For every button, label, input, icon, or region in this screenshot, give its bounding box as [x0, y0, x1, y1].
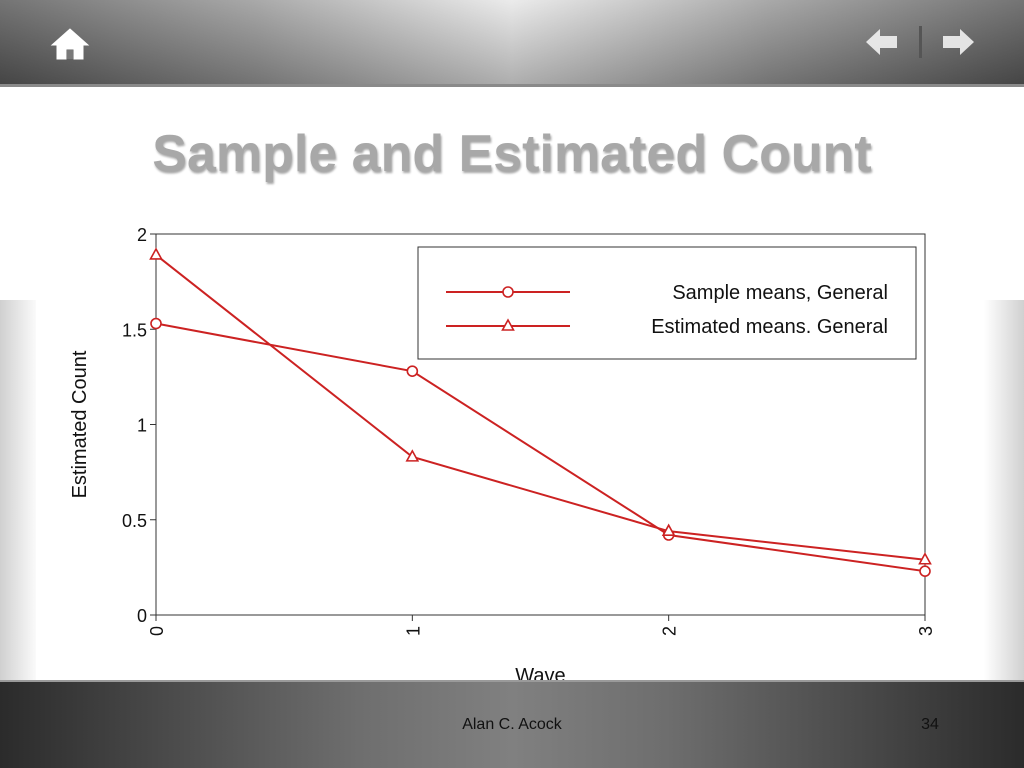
bottom-bar — [0, 680, 1024, 768]
legend-label: Estimated means. General — [651, 316, 888, 338]
legend-marker-circle — [502, 286, 514, 298]
nav-separator — [918, 26, 924, 58]
page-number: 34 — [921, 716, 939, 733]
right-shadow — [984, 300, 1024, 680]
top-bar — [0, 0, 1024, 84]
data-point-triangle — [661, 523, 676, 536]
data-point-circle — [919, 565, 931, 577]
top-bar-divider — [0, 84, 1024, 87]
data-point-triangle — [149, 247, 163, 260]
arrow-left-icon — [866, 29, 897, 55]
y-tick-label: 1.5 — [122, 320, 147, 340]
slide-title: Sample and Estimated Count — [152, 125, 872, 183]
x-tick-label: 3 — [916, 626, 936, 636]
y-tick-label: 0.5 — [122, 511, 147, 531]
footer-author: Alan C. Acock — [462, 716, 562, 733]
left-shadow — [0, 300, 40, 680]
data-point-circle — [150, 317, 162, 330]
home-button[interactable] — [50, 26, 90, 62]
series-line-1 — [155, 322, 926, 573]
x-tick-label: 0 — [147, 626, 167, 636]
x-tick-label: 1 — [403, 626, 423, 636]
home-icon — [50, 28, 90, 60]
y-tick-label: 1 — [137, 416, 147, 436]
x-tick-label: 2 — [660, 626, 680, 636]
top-bar-shade — [0, 0, 1024, 84]
bottom-bar-divider — [0, 680, 1024, 682]
legend-label: Sample means, General — [672, 282, 888, 304]
y-tick-label: 0 — [137, 606, 147, 626]
data-point-triangle — [405, 449, 420, 462]
series-lines — [149, 247, 932, 577]
line-chart: 0 0.5 1 1.5 2 0 1 2 3 Sample means, General Estim… — [36, 212, 982, 692]
data-point-triangle — [918, 552, 932, 565]
series-line-2 — [155, 254, 926, 561]
y-tick-label: 2 — [137, 225, 147, 245]
data-point-circle — [406, 365, 419, 377]
y-axis-label: Estimated Count — [69, 350, 91, 498]
next-slide-button[interactable] — [940, 26, 976, 58]
chart-legend: Sample means, General Estimated means. Ge… — [417, 246, 917, 360]
legend-marker-triangle — [501, 318, 515, 331]
chart-svg: 0 0.5 1 1.5 2 0 1 2 3 Sample means, General Estim… — [69, 225, 936, 687]
axes: 0 0.5 1 1.5 2 0 1 2 3 — [122, 225, 936, 636]
previous-slide-button[interactable] — [864, 26, 900, 58]
legend-box — [417, 246, 917, 360]
arrow-right-icon — [943, 29, 974, 55]
